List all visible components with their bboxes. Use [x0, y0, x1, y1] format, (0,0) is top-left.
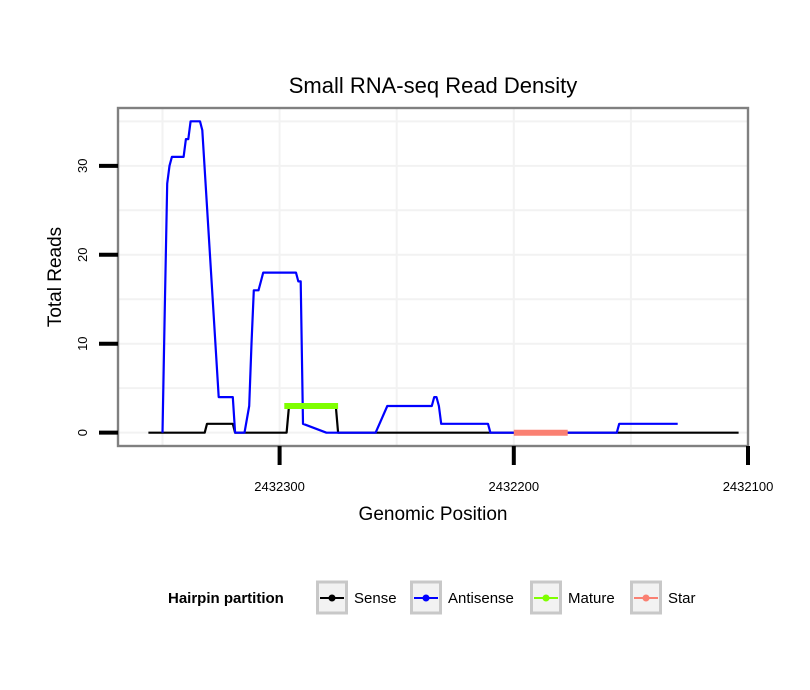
legend-key-dot: [422, 594, 430, 602]
y-tick-label: 20: [75, 248, 90, 262]
grid: [118, 108, 748, 446]
x-tick-label: 2432200: [488, 479, 539, 494]
legend-title: Hairpin partition: [168, 590, 284, 607]
x-axis-label: Genomic Position: [359, 504, 508, 525]
legend-label-mature: Mature: [568, 590, 615, 607]
legend-key-dot: [542, 594, 550, 602]
axis-ticks: 2432300 2432200 2432100 0 10 20 30: [75, 159, 773, 494]
x-tick-label: 2432300: [254, 479, 305, 494]
chart-title: Small RNA-seq Read Density: [289, 73, 578, 98]
series-sense-line: [148, 404, 739, 434]
legend-key-dot: [328, 594, 336, 602]
plot-border: [116, 106, 750, 448]
series-antisense-line: [161, 120, 678, 434]
y-tick-label: 0: [75, 429, 90, 436]
legend-key-dot: [642, 594, 650, 602]
legend: Hairpin partition Sense Antisense Mature St…: [168, 580, 696, 615]
series-layer: [148, 120, 739, 436]
legend-label-star: Star: [668, 590, 696, 607]
y-tick-label: 30: [75, 159, 90, 173]
y-tick-label: 10: [75, 336, 90, 350]
legend-label-antisense: Antisense: [448, 590, 514, 607]
x-tick-label: 2432100: [723, 479, 774, 494]
legend-label-sense: Sense: [354, 590, 397, 607]
y-axis-label: Total Reads: [45, 227, 66, 327]
